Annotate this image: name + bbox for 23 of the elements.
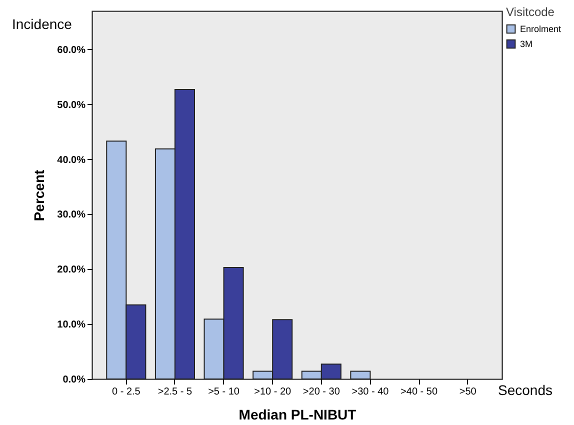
y-tick-label: 10.0% xyxy=(57,320,86,331)
text: Incidence xyxy=(12,16,72,32)
x-tick-label: >10 - 20 xyxy=(254,386,292,398)
x-tick-label: >30 - 40 xyxy=(352,386,390,398)
legend-label: Enrolment xyxy=(520,24,562,34)
x-tick-label: 0 - 2.5 xyxy=(112,386,141,398)
x-tick-label: >2.5 - 5 xyxy=(158,386,193,398)
y-tick-label: 30.0% xyxy=(57,210,86,221)
y-tick-label: 0.0% xyxy=(62,374,86,386)
y-tick-label: 40.0% xyxy=(57,154,86,166)
bar xyxy=(350,370,371,380)
x-tick-label: >50 xyxy=(459,386,477,398)
y-tick-label: 20.0% xyxy=(57,264,86,276)
x-axis-title: Median PL-NIBUT xyxy=(238,406,357,422)
x-tick-label: >5 - 10 xyxy=(208,386,240,398)
y-tick-label: 50.0% xyxy=(57,100,86,111)
y-axis-title: Percent xyxy=(31,169,48,222)
text: Seconds xyxy=(498,382,552,398)
x-tick-label: >20 - 30 xyxy=(302,386,340,398)
legend-title: Visitcode xyxy=(506,5,555,19)
legend-label: 3M xyxy=(520,39,533,49)
x-tick-label: >40 - 50 xyxy=(400,386,438,398)
y-tick-label: 60.0% xyxy=(57,44,86,56)
